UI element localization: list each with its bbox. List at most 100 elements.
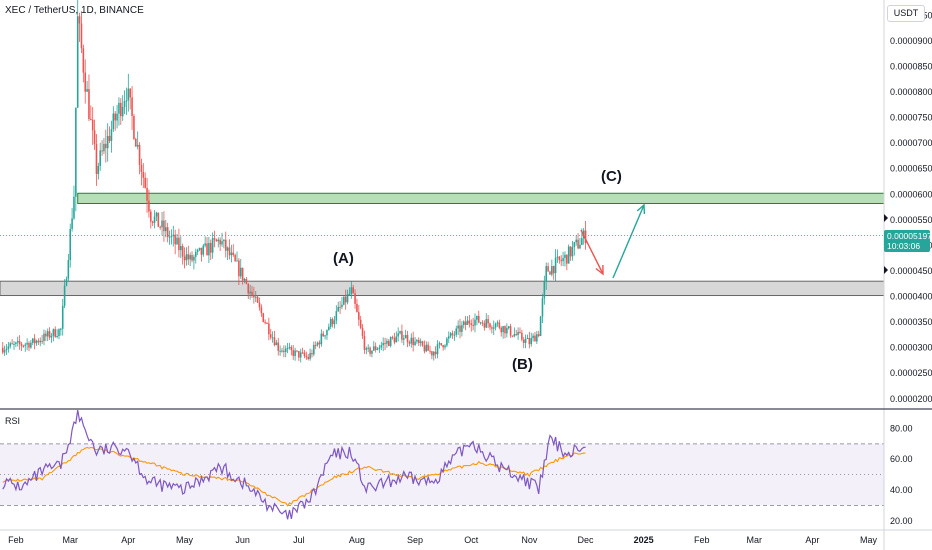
candle-body [204,243,206,246]
candle-body [423,345,426,352]
candle-body [103,143,105,152]
candle-body [579,244,581,249]
candle-body [402,338,405,340]
candle-body [176,237,178,245]
candle-body [69,228,72,261]
candle-body [73,196,75,219]
candle-body [466,320,469,325]
candle-body [436,344,439,355]
candle-body [348,293,351,295]
candle-body [48,331,51,338]
last-price-value: 0.00005197 [887,231,932,241]
time-tick-label: Nov [521,535,538,545]
candle-body [67,260,70,279]
candle-body [20,344,23,346]
candle-body [560,260,563,262]
candle-body [208,242,210,256]
candle-body [187,254,190,260]
candle-body [382,343,384,346]
candle-body [168,236,171,238]
candle-body [569,246,572,257]
time-tick-label: May [176,535,194,545]
candle-body [361,327,364,337]
candle-body [191,255,193,261]
candle-body [189,255,191,260]
candle-body [346,294,349,303]
candle-body [476,315,478,320]
candle-body [492,327,495,329]
rsi-pane: 80.00 60.00 40.00 20.00 [0,409,913,526]
candle-body [166,227,169,238]
candle-body [78,16,81,24]
candle-body [41,340,43,342]
candle-body [391,337,394,339]
wave-b-label: (B) [512,356,533,373]
candle-body [178,237,180,251]
candle-body [440,343,443,346]
candle-body [174,234,176,245]
candle-body [326,330,328,336]
candle-body [163,220,165,232]
candle-body [116,113,118,121]
candle-body [76,16,79,108]
candle-body [54,329,57,337]
candle-body [219,239,221,245]
candle-body [226,247,229,251]
candle-body [549,271,551,275]
candle-body [314,344,317,346]
candle-body [562,258,564,262]
candle-body [200,247,203,255]
candle-body [185,254,188,261]
candle-body [399,331,401,334]
candle-body [358,312,360,320]
candle-body [22,345,25,347]
candle-body [194,251,197,257]
candle-body [393,337,396,343]
candle-body [243,279,246,281]
candle-body [419,341,422,344]
currency-selector[interactable]: USDT [887,5,925,22]
candle-body [217,239,220,242]
candle-body [13,343,15,345]
candle-body [502,326,504,333]
candle-body [380,345,383,348]
time-tick-label: Feb [8,535,24,545]
candle-body [309,353,311,359]
candle-body [18,340,21,345]
candle-body [75,107,77,197]
candle-body [457,325,459,329]
candle-body [125,100,128,102]
candle-body [532,335,534,339]
candle-body [537,334,540,336]
rsi-tick-label: 40.00 [890,485,913,495]
candle-body [140,164,143,172]
candle-body [238,260,240,277]
candle-body [507,326,510,328]
candle-body [496,322,499,324]
candle-body [112,113,115,130]
candle-body [554,257,557,274]
candle-body [260,307,263,314]
candle-body [378,347,381,349]
candle-body [258,302,261,308]
candle-body [481,322,484,324]
candle-body [251,291,253,295]
candle-body [114,113,116,121]
candle-body [461,325,463,332]
axis-marker [884,214,888,222]
candle-body [15,342,17,344]
candle-body [354,293,356,304]
candle-body [459,325,461,332]
candle-body [286,347,289,349]
candle-body [28,342,30,348]
candle-body [487,319,489,324]
rsi-tick-label: 60.00 [890,454,913,464]
candle-body [60,328,62,330]
